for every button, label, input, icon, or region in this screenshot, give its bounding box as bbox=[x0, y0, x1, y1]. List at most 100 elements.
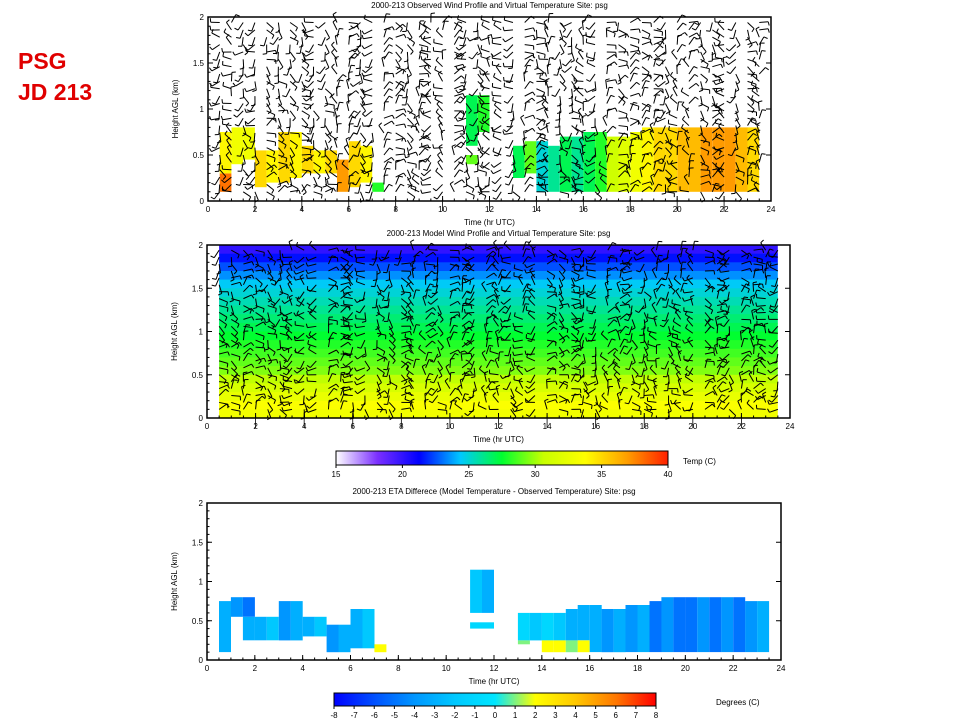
wind-barb bbox=[577, 51, 584, 60]
wind-barb-flag bbox=[309, 126, 315, 129]
wind-barb-flag bbox=[292, 58, 296, 63]
wind-barb bbox=[536, 36, 546, 39]
wind-barb bbox=[641, 51, 650, 58]
wind-barb-flag bbox=[251, 261, 255, 266]
wind-barb bbox=[461, 110, 467, 120]
wind-barb-flag bbox=[718, 388, 722, 393]
wind-barb bbox=[355, 140, 361, 149]
wind-barb bbox=[684, 388, 694, 394]
wind-barb-flag bbox=[376, 389, 381, 393]
wind-barb bbox=[242, 393, 248, 403]
heatmap-cell bbox=[541, 612, 554, 641]
wind-barb bbox=[418, 147, 426, 156]
wind-barb bbox=[536, 147, 543, 156]
wind-barb-flag bbox=[435, 108, 439, 113]
heatmap-cell bbox=[230, 597, 243, 617]
wind-barb bbox=[283, 401, 293, 407]
wind-barb bbox=[215, 277, 220, 287]
wind-barb-flag bbox=[757, 282, 761, 287]
wind-barb bbox=[243, 347, 251, 355]
wind-barb bbox=[296, 245, 305, 251]
wind-barb-flag bbox=[262, 378, 265, 383]
wind-barb-flag bbox=[398, 94, 403, 97]
wind-barb-flag bbox=[383, 357, 386, 362]
x-tick-label: 14 bbox=[543, 422, 552, 431]
wind-barb bbox=[481, 106, 490, 112]
wind-barb bbox=[666, 367, 670, 377]
wind-barb-flag bbox=[316, 71, 320, 75]
wind-barb bbox=[216, 51, 221, 61]
wind-barb bbox=[546, 399, 556, 403]
wind-barb-flag bbox=[677, 388, 679, 393]
wind-barb bbox=[578, 249, 584, 258]
wind-barb-flag bbox=[617, 329, 622, 332]
wind-barb-flag bbox=[251, 371, 255, 376]
wind-barb bbox=[607, 386, 610, 396]
wind-barb-flag bbox=[529, 267, 533, 271]
wind-barb-flag bbox=[513, 312, 516, 317]
wind-barb bbox=[559, 29, 564, 39]
wind-barb bbox=[530, 374, 536, 383]
wind-barb-flag bbox=[250, 104, 256, 107]
wind-barb bbox=[267, 340, 269, 350]
x-tick-label: 6 bbox=[351, 422, 356, 431]
wind-barb-flag bbox=[655, 83, 659, 88]
wind-barb-flag bbox=[504, 146, 510, 149]
wind-barb bbox=[422, 135, 432, 141]
wind-barb-flag bbox=[406, 372, 410, 376]
wind-barb bbox=[388, 332, 396, 341]
heatmap-cell bbox=[326, 624, 339, 653]
wind-barb bbox=[272, 36, 279, 45]
wind-barb bbox=[619, 338, 625, 348]
wind-barb bbox=[649, 367, 657, 376]
wind-barb bbox=[263, 37, 268, 47]
heatmap-cell bbox=[524, 141, 537, 174]
wind-barb-flag bbox=[382, 351, 386, 356]
wind-barb bbox=[449, 183, 455, 193]
wind-barb-flag bbox=[566, 335, 570, 339]
wind-barb bbox=[630, 179, 639, 185]
wind-barb-flag bbox=[266, 74, 271, 78]
wind-barb-flag bbox=[466, 339, 471, 342]
wind-barb bbox=[395, 81, 402, 90]
wind-barb-flag bbox=[484, 70, 489, 75]
wind-barb bbox=[225, 154, 232, 163]
wind-barb bbox=[453, 162, 461, 171]
wind-barb bbox=[297, 346, 305, 354]
wind-barb bbox=[775, 353, 779, 363]
wind-barb bbox=[438, 124, 444, 134]
wind-barb-flag bbox=[470, 353, 473, 358]
wind-barb bbox=[343, 388, 353, 392]
wind-barb-flag bbox=[295, 304, 300, 307]
wind-barb bbox=[357, 147, 361, 157]
wind-barb bbox=[387, 395, 390, 405]
wind-barb-flag bbox=[466, 37, 471, 42]
wind-barb bbox=[347, 367, 354, 376]
wind-barb-flag bbox=[409, 407, 412, 412]
wind-barb bbox=[371, 147, 374, 157]
wind-barb bbox=[619, 293, 628, 300]
wind-barb-flag bbox=[544, 54, 546, 59]
wind-barb bbox=[747, 146, 751, 156]
wind-barb bbox=[395, 132, 404, 139]
wind-barb-flag bbox=[410, 184, 413, 189]
wind-barb-flag bbox=[501, 337, 506, 341]
wind-barb-flag bbox=[293, 270, 297, 275]
wind-barb bbox=[641, 367, 645, 377]
wind-barb bbox=[735, 103, 739, 113]
wind-barb bbox=[628, 395, 633, 404]
wind-barb-flag bbox=[614, 361, 618, 365]
wind-barb-flag bbox=[500, 322, 503, 327]
wind-barb-flag bbox=[211, 182, 216, 186]
wind-barb-flag bbox=[690, 294, 695, 298]
wind-barb bbox=[310, 132, 315, 142]
wind-barb-flag bbox=[627, 183, 629, 188]
wind-barb bbox=[230, 270, 235, 280]
wind-barb-flag bbox=[715, 315, 720, 318]
wind-barb-flag bbox=[350, 64, 356, 67]
wind-barb bbox=[364, 347, 367, 357]
wind-barb bbox=[758, 109, 763, 119]
wind-barb-flag bbox=[278, 292, 283, 296]
wind-barb bbox=[650, 249, 657, 258]
wind-barb bbox=[481, 24, 490, 31]
